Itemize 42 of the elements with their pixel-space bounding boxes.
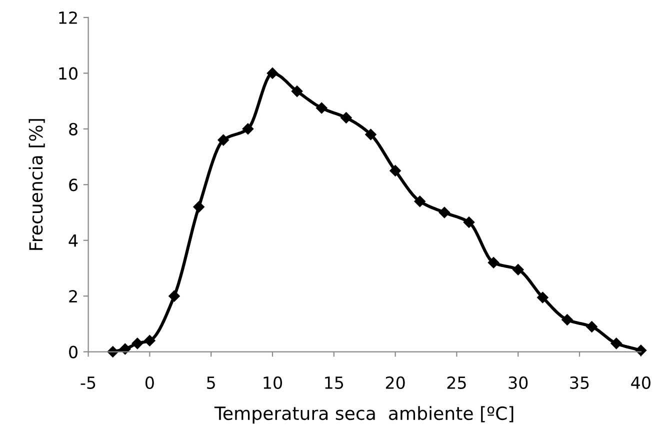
x-tick-label: 35 [570,376,589,389]
y-axis-title: Frecuencia [%] [28,119,45,250]
point [390,165,401,176]
x-tick-label: 30 [508,376,528,389]
x-tick-label: 10 [264,376,282,389]
point [193,201,204,213]
point [365,128,376,140]
point [132,338,144,350]
y-tick-label: 6 [69,178,78,192]
point [144,335,156,346]
x-tick-label: 5 [207,376,215,389]
point [340,112,352,124]
x-tick-label: 15 [325,376,344,389]
y-tick-label: 2 [69,290,77,302]
point [414,196,426,207]
x-tick-label: 0 [145,376,154,389]
x-tick-label: -5 [80,376,96,389]
point [242,123,254,135]
point [537,292,548,304]
point [610,338,622,350]
point [562,314,573,326]
point [463,216,475,228]
point [512,264,524,276]
point [218,134,229,146]
y-tick-label: 10 [59,67,78,80]
point [168,290,180,302]
x-tick-label: 20 [386,376,405,389]
point [316,102,328,114]
x-tick-label: 25 [447,376,466,389]
y-tick-label: 0 [69,346,78,358]
point [438,206,450,218]
y-tick-label: 12 [59,11,77,24]
point [120,343,131,355]
y-tick-label: 8 [69,122,78,136]
point [586,321,598,332]
y-tick-label: 4 [68,234,78,247]
point [635,344,647,356]
point [291,86,303,97]
point [266,68,278,79]
x-axis-title: Temperatura seca ambiente [ºC] [214,406,514,424]
x-tick-label: 40 [631,376,650,389]
point [488,257,500,268]
